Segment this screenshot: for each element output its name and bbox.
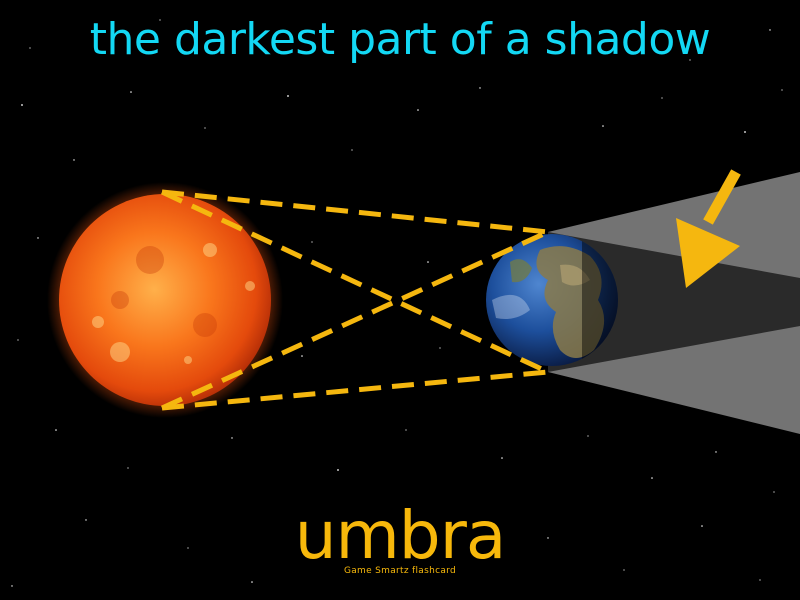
ray-bottom-crossing xyxy=(160,229,550,411)
definition-text: the darkest part of a shadow xyxy=(89,14,711,65)
earth-icon xyxy=(486,234,618,366)
umbra-region xyxy=(548,232,800,372)
sun-icon xyxy=(47,182,283,418)
ray-top-crossing xyxy=(160,189,550,375)
brand-label: Game Smartz flashcard xyxy=(343,566,457,576)
light-rays xyxy=(160,189,550,411)
starfield xyxy=(11,19,783,587)
term-text: umbra xyxy=(294,497,507,574)
arrow-down-left-icon xyxy=(676,169,741,288)
